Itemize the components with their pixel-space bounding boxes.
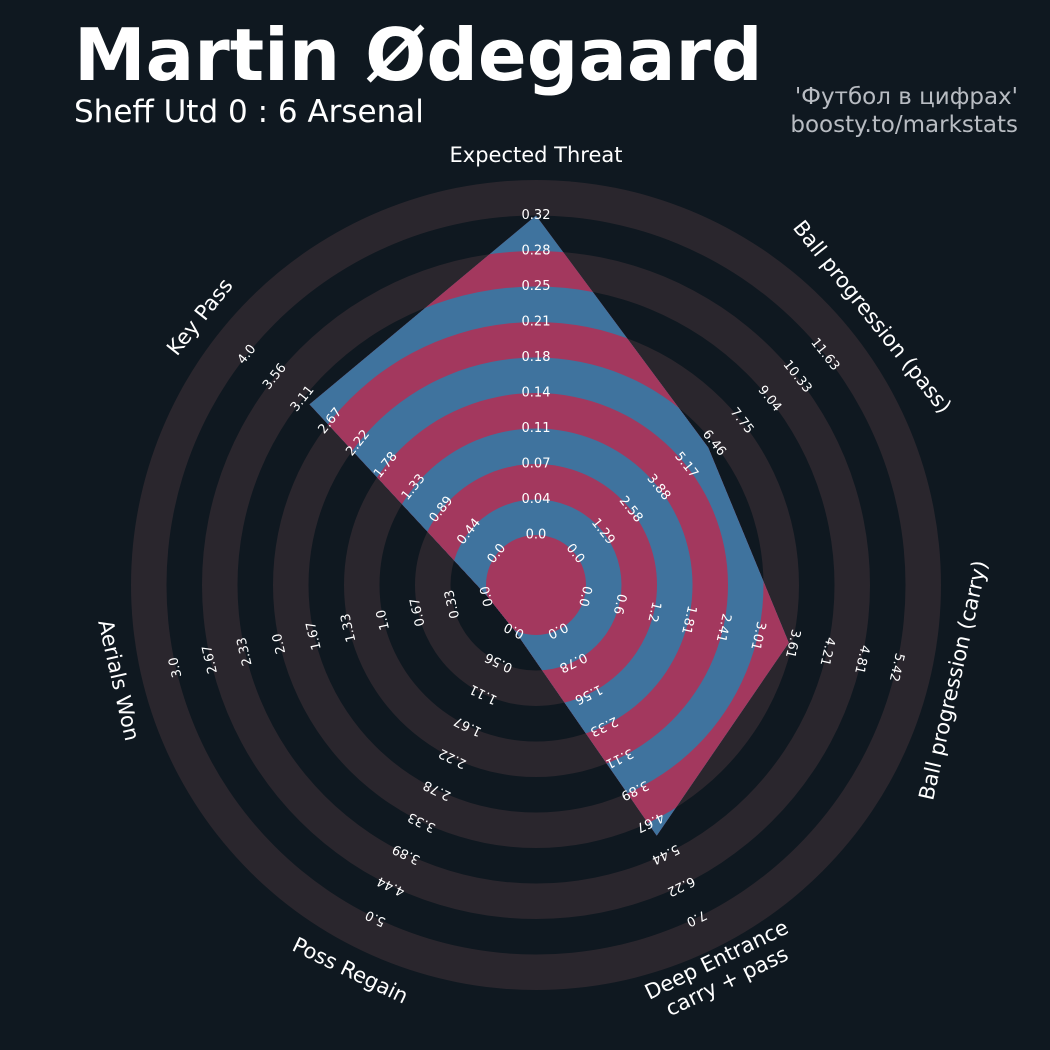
tick-label: 0.28: [522, 244, 551, 259]
tick-label: 2.41: [713, 612, 734, 644]
chart-header: Martin Ødegaard Sheff Utd 0 : 6 Arsenal …: [74, 13, 1018, 138]
tick-label: 0.67: [408, 596, 429, 628]
tick-label: 0.04: [522, 492, 551, 507]
chart-subtitle: Sheff Utd 0 : 6 Arsenal: [74, 94, 424, 130]
tick-label: 2.67: [200, 644, 221, 676]
tick-label: 0.07: [522, 457, 551, 472]
tick-label: 4.21: [816, 636, 837, 668]
tick-label: 0.6: [610, 592, 629, 616]
tick-label: 1.81: [678, 604, 699, 636]
tick-label: 0.32: [522, 208, 551, 223]
tick-label: 0.33: [442, 588, 463, 620]
tick-label: 3.01: [747, 620, 768, 652]
credit-line-1: 'Футбол в цифрах': [795, 84, 1018, 110]
tick-label: 3.0: [166, 655, 185, 679]
tick-label: 3.61: [782, 628, 803, 660]
tick-label: 0.25: [522, 279, 551, 294]
tick-label: 4.81: [851, 644, 872, 676]
chart-title: Martin Ødegaard: [74, 13, 763, 97]
tick-label: 2.33: [234, 636, 255, 668]
tick-label: 1.0: [374, 608, 393, 632]
tick-label: 5.42: [886, 651, 907, 683]
tick-label: 0.0: [478, 584, 497, 608]
tick-label: 0.0: [575, 584, 594, 608]
tick-label: 0.21: [522, 315, 551, 330]
tick-label: 0.0: [526, 528, 547, 543]
credit-line-2: boosty.to/markstats: [790, 112, 1018, 138]
tick-label: 0.11: [522, 421, 551, 436]
tick-label: 0.18: [522, 350, 551, 365]
tick-label: 1.67: [304, 620, 325, 652]
player-ring: [486, 535, 586, 635]
param-label: Expected Threat: [450, 143, 623, 167]
tick-label: 1.33: [338, 612, 359, 644]
tick-label: 0.14: [522, 386, 551, 401]
tick-label: 1.2: [644, 600, 663, 624]
tick-label: 2.0: [270, 632, 289, 656]
